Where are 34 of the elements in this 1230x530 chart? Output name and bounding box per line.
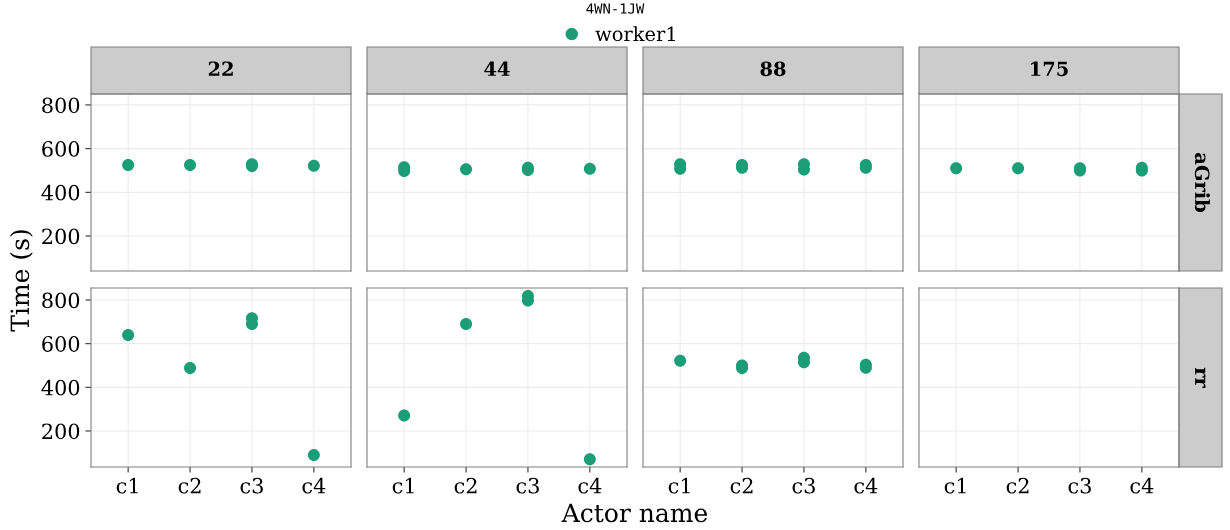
x-tick-label: c4	[578, 477, 602, 494]
y-tick-label: 400	[41, 379, 80, 396]
y-tick-label: 400	[41, 184, 80, 201]
y-tick-label: 200	[42, 423, 80, 440]
legend-title: 4WN-1JW	[586, 3, 645, 14]
y2-axis-title: aGrib	[1194, 153, 1210, 212]
chart-title: 44	[484, 61, 510, 76]
x-tick-label: c1	[392, 477, 414, 494]
x-tick-label: c2	[730, 477, 753, 494]
x-tick-label: c3	[1068, 477, 1091, 494]
chart-title: 175	[1031, 61, 1068, 77]
x-tick-label: c3	[792, 477, 815, 494]
x-tick-label: c1	[116, 477, 138, 494]
chart-title: 22	[208, 61, 233, 76]
x-tick-label: c4	[854, 477, 878, 494]
x-tick-label: c1	[944, 477, 966, 494]
x-tick-label: c2	[454, 477, 477, 494]
x-tick-label: c2	[1006, 477, 1029, 494]
x-tick-label: c3	[516, 477, 539, 494]
y-tick-label: 800	[42, 97, 80, 114]
legend-label: worker1	[595, 26, 675, 42]
y-tick-label: 800	[42, 292, 80, 309]
chart-title: 88	[760, 61, 786, 77]
y-tick-label: 600	[42, 141, 80, 157]
y-tick-label: 200	[42, 228, 80, 245]
x-tick-label: c1	[668, 477, 690, 494]
x-axis-title: Actor name	[561, 503, 708, 523]
x-tick-label: c4	[1130, 477, 1154, 494]
x-tick-label: c3	[240, 477, 263, 494]
y-axis-title: Time (s)	[9, 230, 33, 332]
x-tick-label: c2	[178, 477, 201, 494]
x-tick-label: c4	[302, 477, 326, 494]
y-tick-label: 600	[42, 336, 80, 352]
y2-axis-title: rr	[1195, 367, 1206, 388]
